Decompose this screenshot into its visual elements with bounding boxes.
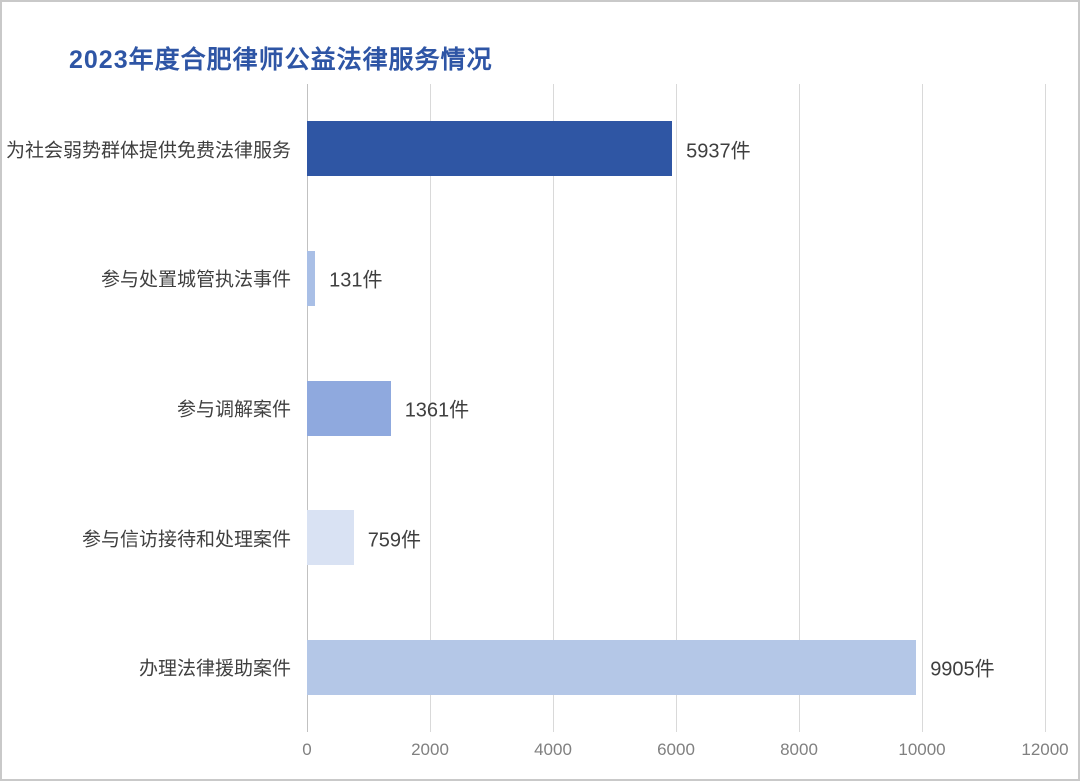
bar-4 <box>307 639 917 695</box>
value-label-4: 9905件 <box>930 658 995 681</box>
x-tick-label-8000: 8000 <box>780 740 818 759</box>
x-tick-label-0: 0 <box>302 740 312 759</box>
gridline-6000 <box>676 84 677 732</box>
category-label-4: 办理法律援助案件 <box>138 658 291 680</box>
value-label-2: 1361件 <box>404 399 470 422</box>
x-tick-label-6000: 6000 <box>657 740 695 759</box>
gridline-4000 <box>553 84 554 732</box>
bar-3 <box>307 510 354 566</box>
x-tick-label-12000: 12000 <box>1021 740 1069 759</box>
category-label-3: 参与信访接待和处理案件 <box>81 529 291 551</box>
bar-1 <box>307 250 316 306</box>
gridline-10000 <box>922 84 923 732</box>
bar-2 <box>307 380 391 436</box>
gridline-2000 <box>430 84 431 732</box>
value-label-0: 5937件 <box>686 140 751 163</box>
category-label-0: 为社会弱势群体提供免费法律服务 <box>5 140 291 162</box>
category-label-1: 参与处置城管执法事件 <box>100 269 291 291</box>
bar-0 <box>307 121 673 177</box>
gridline-12000 <box>1045 84 1046 732</box>
plot-area: 5937件 131件 1361件 759件 9905件 <box>307 84 1046 732</box>
category-label-2: 参与调解案件 <box>176 399 291 421</box>
x-tick-label-10000: 10000 <box>898 740 946 759</box>
value-label-3: 759件 <box>367 529 422 552</box>
value-label-1: 131件 <box>329 269 383 292</box>
chart-title: 2023年度合肥律师公益法律服务情况 <box>69 46 493 74</box>
x-tick-label-2000: 2000 <box>411 740 449 759</box>
x-tick-label-4000: 4000 <box>534 740 572 759</box>
gridline-8000 <box>799 84 800 732</box>
